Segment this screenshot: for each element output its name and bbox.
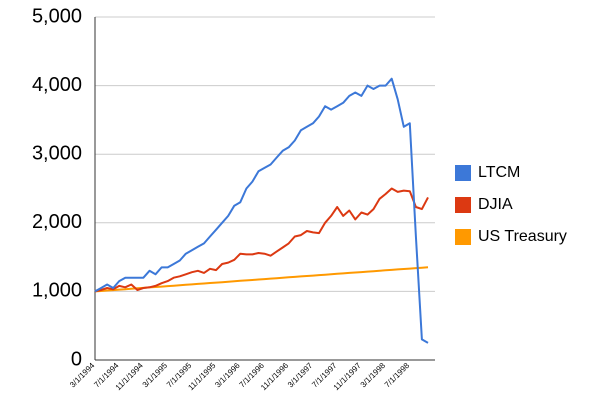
legend-swatch — [455, 165, 471, 181]
line-series — [94, 187, 429, 293]
line-series — [94, 77, 429, 344]
y-tick-label: 0 — [71, 348, 82, 370]
x-tick-label: 3/1/1995 — [141, 361, 170, 390]
y-tick-label: 2,000 — [32, 211, 82, 233]
y-tick-label: 4,000 — [32, 74, 82, 96]
x-tick-label: 3/1/1996 — [213, 361, 242, 390]
legend-swatch — [455, 197, 471, 213]
legend-label: DJIA — [478, 196, 513, 213]
y-tick-label: 1,000 — [32, 280, 82, 302]
legend-swatch — [455, 229, 471, 245]
x-tick-label: 3/1/1997 — [286, 361, 315, 390]
y-tick-label: 5,000 — [32, 5, 82, 27]
y-tick-label: 3,000 — [32, 142, 82, 164]
x-tick-label: 3/1/1998 — [359, 361, 388, 390]
legend-label: US Treasury — [478, 228, 567, 245]
legend-label: LTCM — [478, 164, 520, 181]
x-tick-label: 7/1/1998 — [383, 361, 412, 390]
